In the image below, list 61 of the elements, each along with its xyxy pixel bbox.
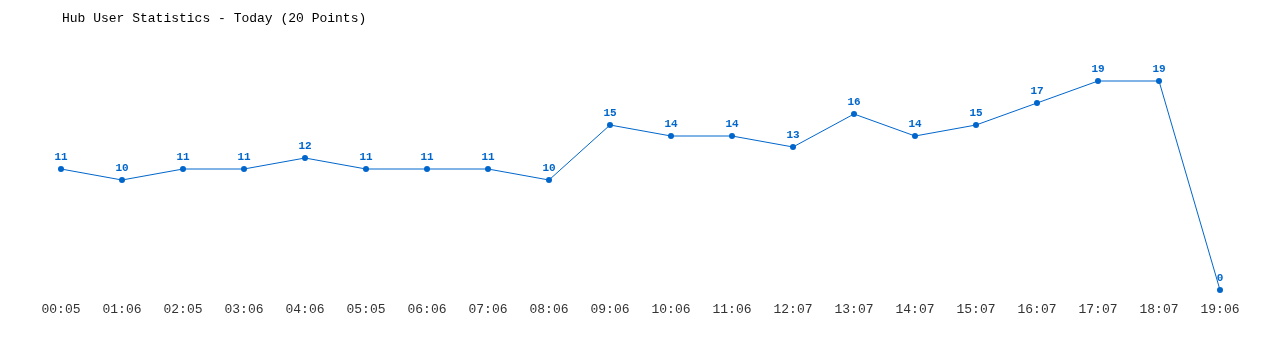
data-label: 14 [908, 118, 922, 130]
x-tick-label: 12:07 [773, 302, 813, 317]
point [973, 122, 979, 128]
data-label: 19 [1152, 63, 1166, 75]
data-label: 15 [969, 107, 983, 119]
x-tick-label: 14:07 [895, 302, 935, 317]
x-tick-label: 18:07 [1139, 302, 1179, 317]
data-label: 17 [1030, 85, 1044, 97]
point [729, 133, 735, 139]
point [912, 133, 918, 139]
data-label: 14 [664, 118, 678, 130]
data-label: 13 [786, 129, 800, 141]
point [1034, 100, 1040, 106]
data-label: 11 [481, 151, 495, 163]
point [241, 166, 247, 172]
x-tick-label: 04:06 [285, 302, 325, 317]
x-tick-label: 03:06 [224, 302, 264, 317]
x-tick-label: 07:06 [468, 302, 508, 317]
data-label: 14 [725, 118, 739, 130]
x-tick-label: 17:07 [1078, 302, 1118, 317]
data-label: 10 [115, 162, 129, 174]
data-label: 11 [420, 151, 434, 163]
point [668, 133, 674, 139]
point [485, 166, 491, 172]
data-label: 16 [847, 96, 861, 108]
data-label: 11 [237, 151, 251, 163]
point [424, 166, 430, 172]
point [1095, 78, 1101, 84]
x-tick-label: 00:05 [41, 302, 81, 317]
point [790, 144, 796, 150]
point [58, 166, 64, 172]
x-tick-label: 02:05 [163, 302, 203, 317]
x-tick-label: 08:06 [529, 302, 569, 317]
x-tick-label: 19:06 [1200, 302, 1240, 317]
data-label: 19 [1091, 63, 1105, 75]
point [1217, 287, 1223, 293]
data-label: 11 [54, 151, 68, 163]
point [1156, 78, 1162, 84]
x-tick-label: 13:07 [834, 302, 874, 317]
data-label: 11 [359, 151, 373, 163]
point [119, 177, 125, 183]
point [363, 166, 369, 172]
x-tick-label: 01:06 [102, 302, 142, 317]
point [302, 155, 308, 161]
data-label: 0 [1216, 272, 1224, 284]
x-tick-label: 06:06 [407, 302, 447, 317]
point [546, 177, 552, 183]
point [851, 111, 857, 117]
data-label: 10 [542, 162, 556, 174]
x-tick-label: 05:05 [346, 302, 386, 317]
data-label: 12 [298, 140, 312, 152]
point [607, 122, 613, 128]
x-tick-label: 16:07 [1017, 302, 1057, 317]
x-tick-label: 09:06 [590, 302, 630, 317]
x-tick-label: 11:06 [712, 302, 752, 317]
point [180, 166, 186, 172]
x-tick-label: 10:06 [651, 302, 691, 317]
chart-title: Hub User Statistics - Today (20 Points) [62, 11, 367, 26]
x-tick-label: 15:07 [956, 302, 996, 317]
data-label: 11 [176, 151, 190, 163]
data-label: 15 [603, 107, 617, 119]
